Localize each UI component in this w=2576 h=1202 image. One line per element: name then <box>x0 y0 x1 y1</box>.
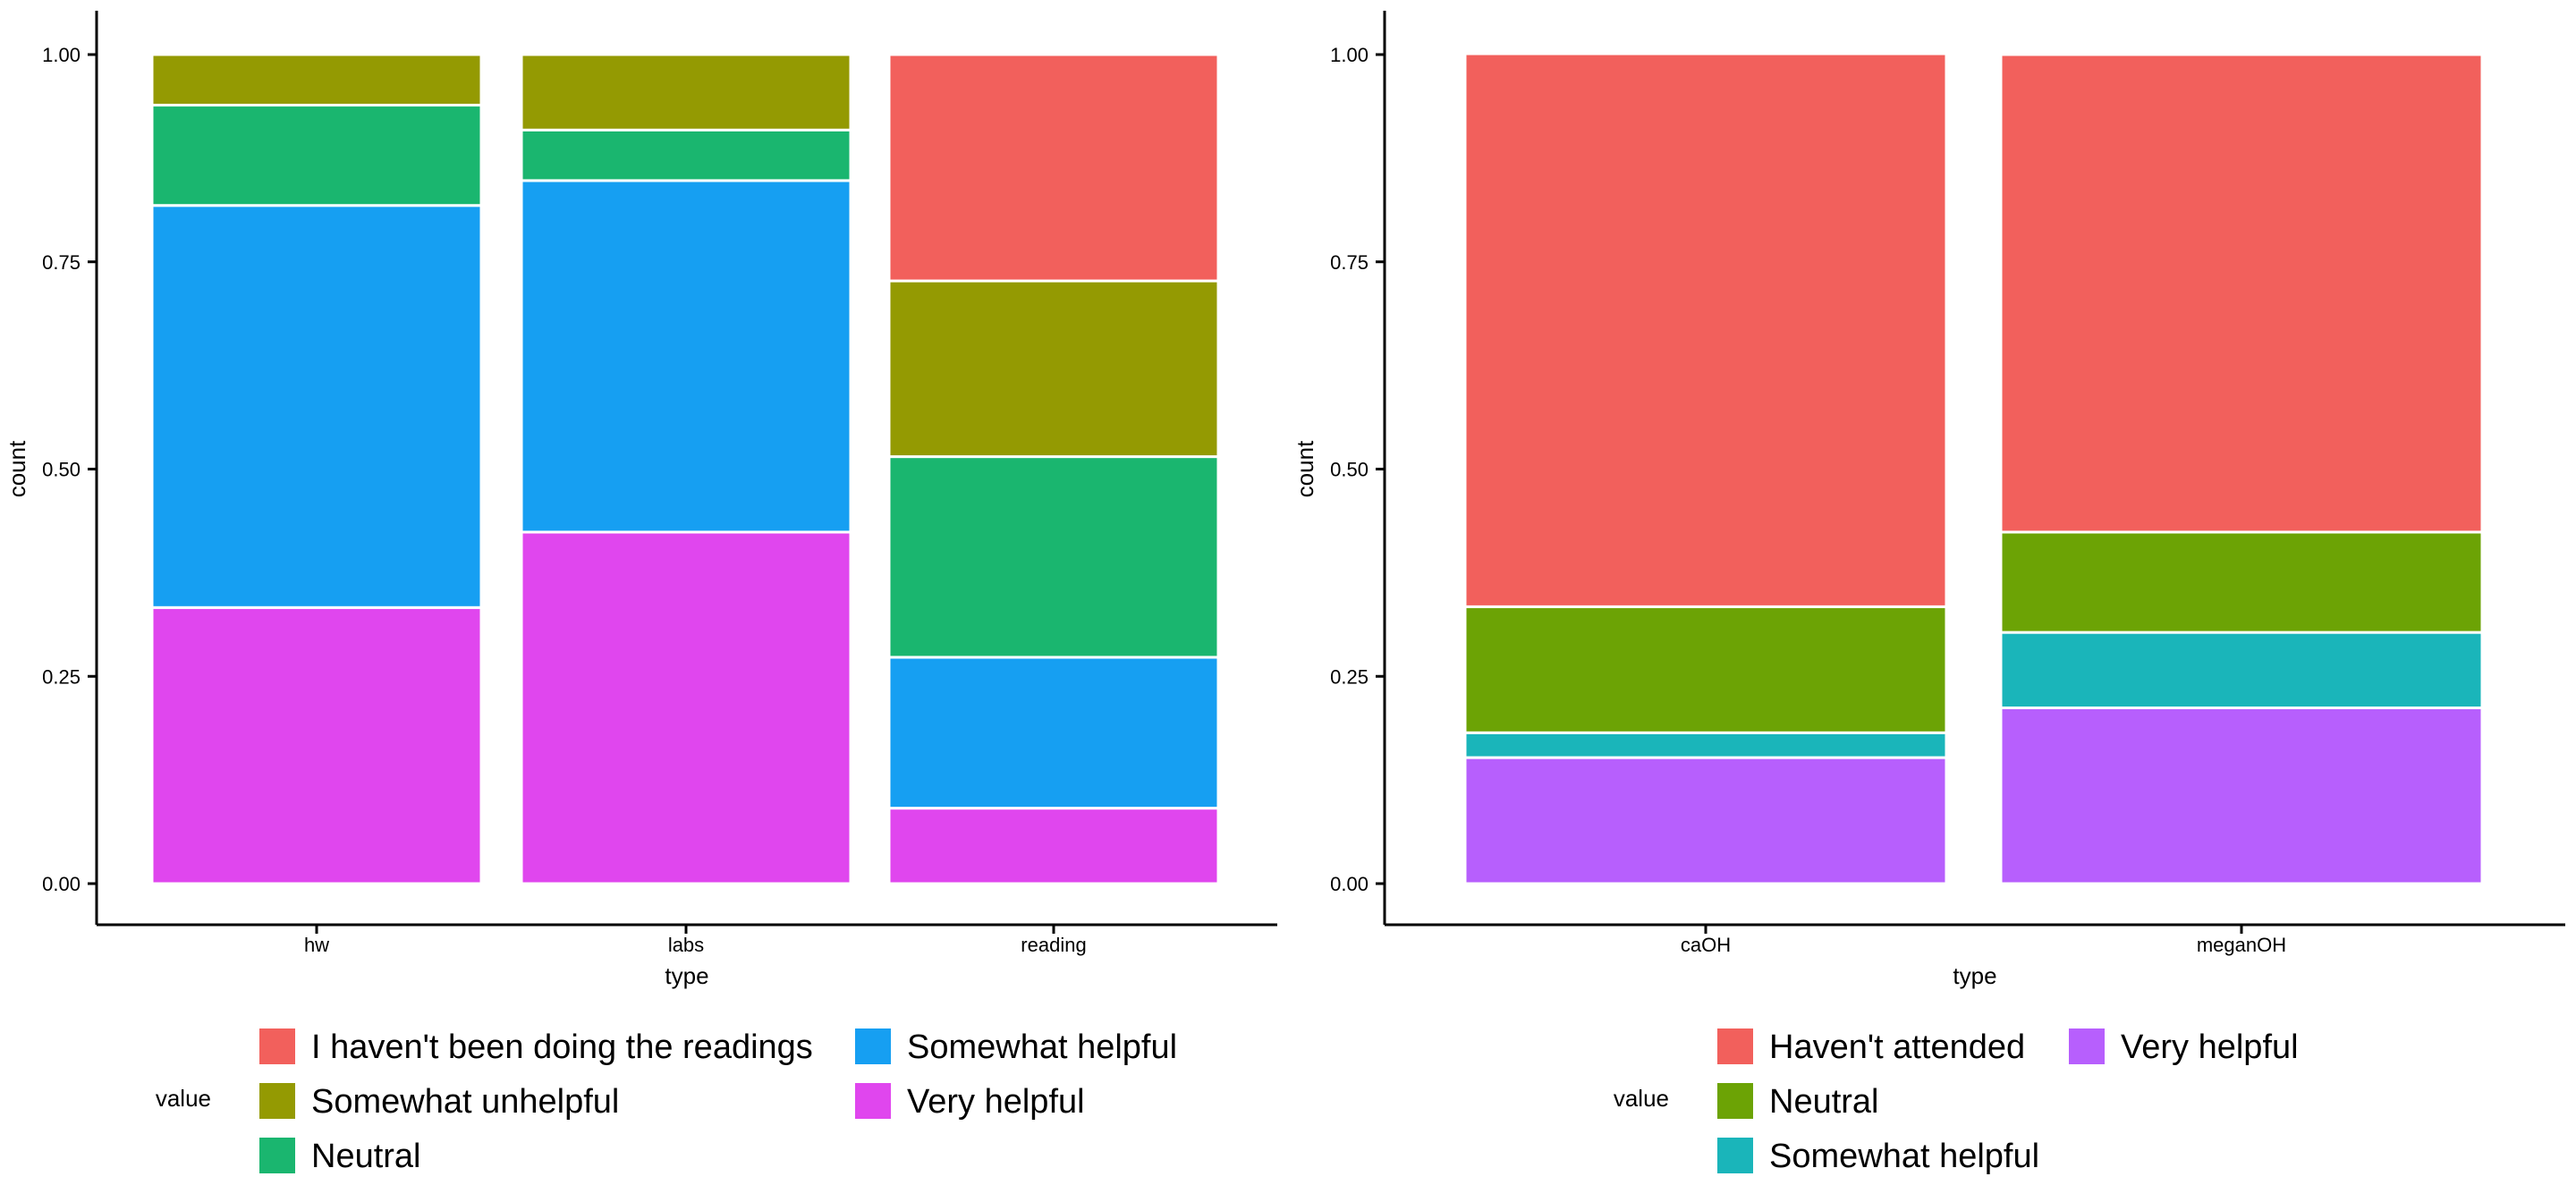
bar-reading-somewhat-unhelpful <box>887 279 1220 459</box>
legend-label-i-haven-t-been-doing-the-readings: I haven't been doing the readings <box>311 1028 813 1066</box>
legend-title: value <box>1614 1085 1669 1112</box>
x-tick-label-hw: hw <box>304 934 329 956</box>
bar-caoh-haven-t-attended <box>1463 52 1948 608</box>
legend-key-very-helpful <box>855 1083 891 1119</box>
bar-caoh-neutral <box>1463 605 1948 734</box>
y-tick-label: 0.00 <box>42 873 80 895</box>
bar-meganoh-haven-t-attended <box>1999 53 2484 534</box>
legend-label-neutral: Neutral <box>311 1138 421 1175</box>
legend-key-haven-t-attended <box>1717 1028 1753 1064</box>
x-axis-title: type <box>1953 962 1996 989</box>
bar-labs-somewhat-helpful <box>520 179 852 534</box>
bar-caoh-very-helpful <box>1463 756 1948 885</box>
legend-key-somewhat-unhelpful <box>259 1083 295 1119</box>
bar-hw-somewhat-helpful <box>150 204 483 609</box>
legend-label-somewhat-unhelpful: Somewhat unhelpful <box>311 1083 619 1121</box>
right-chart-panel: 0.00 0.25 0.50 0.75 1.00 caOH meganOH type count… <box>1292 11 2565 1175</box>
legend: value Haven't attended Neutral Somewhat hel… <box>1614 1028 2299 1175</box>
legend-key-somewhat-helpful <box>1717 1138 1753 1173</box>
bar-reading-somewhat-helpful <box>887 656 1220 810</box>
legend-title: value <box>156 1085 211 1112</box>
x-tick-label-caoh: caOH <box>1681 934 1731 956</box>
y-axis-title: count <box>4 440 30 497</box>
y-tick-label: 0.00 <box>1330 873 1368 895</box>
bar-labs-very-helpful <box>520 530 852 885</box>
y-tick-label: 0.50 <box>42 459 80 481</box>
bar-meganoh-very-helpful <box>1999 706 2484 885</box>
legend: value I haven't been doing the readings So… <box>156 1028 1177 1175</box>
bar-caoh-somewhat-helpful <box>1463 731 1948 759</box>
legend-label-somewhat-helpful: Somewhat helpful <box>1769 1138 2039 1175</box>
bar-reading-i-haven-t-been-doing-the-readings <box>887 53 1220 283</box>
y-tick-label: 0.75 <box>1330 251 1368 274</box>
legend-label-very-helpful: Very helpful <box>907 1083 1085 1121</box>
bar-meganoh-somewhat-helpful <box>1999 631 2484 709</box>
x-tick-label-meganoh: meganOH <box>2197 934 2286 956</box>
bar-hw-very-helpful <box>150 605 483 885</box>
x-axis-title: type <box>665 962 708 989</box>
y-axis-title: count <box>1292 440 1318 497</box>
bar-labs-neutral <box>520 128 852 182</box>
bar-reading-neutral <box>887 455 1220 659</box>
bar-hw-somewhat-unhelpful <box>150 53 483 107</box>
bar-hw-neutral <box>150 104 483 207</box>
bar-meganoh-neutral <box>1999 530 2484 634</box>
y-tick-label: 0.50 <box>1330 459 1368 481</box>
legend-key-i-haven-t-been-doing-the-readings <box>259 1028 295 1064</box>
x-tick-label-labs: labs <box>668 934 704 956</box>
x-tick-label-reading: reading <box>1021 934 1086 956</box>
legend-label-haven-t-attended: Haven't attended <box>1769 1028 2025 1066</box>
legend-label-very-helpful: Very helpful <box>2121 1028 2299 1066</box>
left-chart-panel: 0.00 0.25 0.50 0.75 1.00 hw labs reading type cou… <box>4 11 1277 1175</box>
legend-key-neutral <box>259 1138 295 1173</box>
legend-key-somewhat-helpful <box>855 1028 891 1064</box>
y-tick-label: 1.00 <box>1330 44 1368 66</box>
y-tick-label: 1.00 <box>42 44 80 66</box>
bar-reading-very-helpful <box>887 807 1220 885</box>
y-tick-label: 0.25 <box>1330 665 1368 688</box>
bar-labs-somewhat-unhelpful <box>520 53 852 131</box>
legend-label-somewhat-helpful: Somewhat helpful <box>907 1028 1177 1066</box>
legend-key-neutral <box>1717 1083 1753 1119</box>
legend-key-very-helpful <box>2069 1028 2105 1064</box>
y-tick-label: 0.25 <box>42 665 80 688</box>
y-tick-label: 0.75 <box>42 251 80 274</box>
legend-label-neutral: Neutral <box>1769 1083 1879 1121</box>
